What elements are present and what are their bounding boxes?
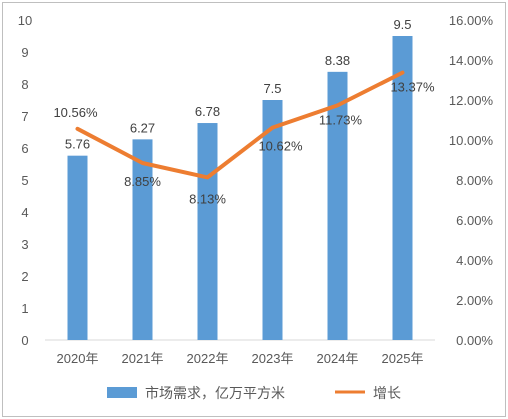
left-axis-tick-label: 3 [21,237,28,252]
watermark-text: 搜狐号@中金企信国际咨询 [327,397,495,414]
line-data-label: 10.56% [53,105,98,120]
bar-data-label: 9.5 [393,17,411,32]
bar [262,100,283,340]
left-axis: 0 1 2 3 4 5 6 7 8 9 10 [18,13,32,348]
left-axis-tick-label: 5 [21,173,28,188]
line-data-labels: 10.56% 8.85% 8.13% 10.62% 11.73% 13.37% [53,80,435,207]
right-axis-tick-label: 8.00% [456,173,493,188]
right-axis-tick-label: 4.00% [456,253,493,268]
growth-line [75,70,405,180]
right-axis-tick-label: 10.00% [449,133,494,148]
left-axis-tick-label: 9 [21,45,28,60]
x-axis-tick-label: 2024年 [317,351,359,366]
x-axis-tick-label: 2020年 [57,351,99,366]
bar-data-label: 5.76 [65,137,90,152]
left-axis-tick-label: 1 [21,301,28,316]
left-axis-tick-label: 2 [21,269,28,284]
right-axis-tick-label: 2.00% [456,293,493,308]
right-axis-tick-label: 0.00% [456,333,493,348]
bar [67,155,88,340]
line-data-label: 8.85% [124,174,161,189]
line-data-label: 8.13% [189,191,226,206]
legend-line-label: 增长 [373,385,401,401]
right-axis-tick-label: 12.00% [449,93,494,108]
bar [132,139,153,340]
right-axis-tick-label: 16.00% [449,13,494,28]
left-axis-tick-label: 6 [21,141,28,156]
bar-data-label: 6.78 [195,104,220,119]
line-series [75,70,405,180]
left-axis-tick-label: 8 [21,77,28,92]
left-axis-tick-label: 10 [18,13,32,28]
legend: 市场需求，亿万平方米 增长 [107,385,401,401]
left-axis-tick-label: 0 [21,333,28,348]
left-axis-tick-label: 4 [21,205,28,220]
bar [327,71,348,340]
line-data-label: 10.62% [258,139,303,154]
bar-data-label: 7.5 [263,81,281,96]
line-data-label: 11.73% [319,112,363,127]
x-axis-ticks: 2020年 2021年 2022年 2023年 2024年 2025年 [57,351,424,366]
bar-data-label: 6.27 [130,120,155,135]
x-axis-tick-label: 2023年 [252,351,294,366]
right-axis-tick-label: 6.00% [456,213,493,228]
x-axis-tick-label: 2022年 [187,351,229,366]
x-axis-tick-label: 2021年 [122,351,164,366]
line-data-label: 13.37% [390,80,435,95]
left-axis-tick-label: 7 [21,109,28,124]
legend-bar-swatch [107,387,137,398]
bar-data-labels: 5.76 6.27 6.78 7.5 8.38 9.5 [65,17,412,152]
combo-chart: 0 1 2 3 4 5 6 7 8 9 10 0.00% 2.00% 4.00% 6.00% 8.00% 10… [18,13,495,414]
bar [197,123,218,340]
legend-bar-label: 市场需求，亿万平方米 [145,385,285,401]
bar-series [67,36,413,340]
right-axis: 0.00% 2.00% 4.00% 6.00% 8.00% 10.00% 12.00% 14.… [449,13,494,348]
bar [392,36,413,340]
x-axis-tick-label: 2025年 [382,351,424,366]
bar-data-label: 8.38 [325,53,350,68]
right-axis-tick-label: 14.00% [449,53,494,68]
